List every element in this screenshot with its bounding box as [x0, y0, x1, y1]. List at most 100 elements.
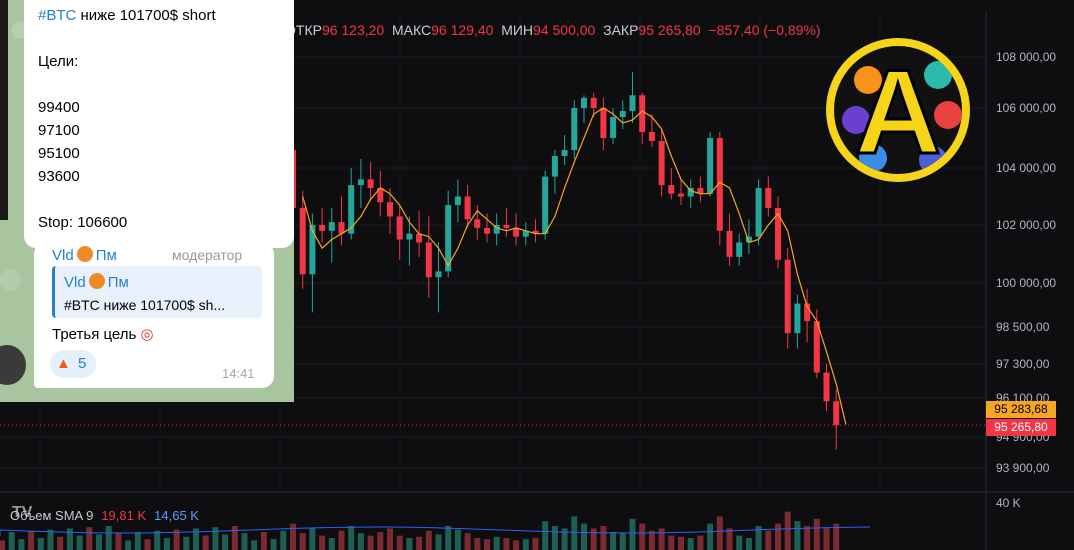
candle-body — [484, 227, 490, 234]
candle-body — [474, 219, 481, 228]
volume-bar — [328, 538, 335, 550]
volume-bar — [348, 526, 355, 550]
volume-bar — [173, 529, 180, 550]
candle-body — [348, 185, 355, 234]
candle-body — [454, 196, 461, 206]
price-tick-label: 102 000,00 — [996, 218, 1056, 232]
volume-bar — [513, 540, 520, 550]
volume-bar — [668, 535, 675, 550]
candle-body — [357, 179, 364, 186]
volume-bar — [590, 528, 597, 550]
coin-icon — [842, 106, 870, 134]
candle-body — [387, 202, 393, 217]
volume-bar — [319, 535, 326, 550]
candle-body — [648, 132, 655, 141]
close-value: 95 265,80 — [638, 22, 701, 38]
volume-bar — [697, 535, 704, 550]
volume-bar — [8, 532, 15, 550]
candle-body — [639, 95, 646, 132]
volume-value: 19,81 K — [101, 508, 147, 523]
candle-body — [542, 176, 549, 234]
volume-bar — [765, 530, 772, 550]
candle-body — [581, 97, 587, 108]
volume-bar — [484, 539, 490, 550]
candle-body — [775, 207, 781, 260]
volume-bar — [37, 538, 44, 550]
coin-icon — [934, 101, 962, 129]
target-1: 99400 — [38, 99, 80, 116]
volume-bar — [105, 526, 112, 550]
candle-body — [629, 95, 636, 111]
volume-bar — [387, 528, 393, 550]
volume-sma-line — [0, 526, 871, 536]
volume-bar — [144, 539, 151, 550]
volume-bar — [474, 538, 481, 550]
candle-body — [319, 225, 326, 231]
signal-line: #BTC ниже 101700$ short — [38, 7, 216, 24]
candle-body — [299, 207, 306, 275]
volume-bar — [610, 532, 617, 550]
volume-bar — [357, 533, 364, 550]
candle-body — [833, 401, 840, 426]
volume-bar — [299, 533, 306, 550]
volume-bar — [0, 540, 5, 550]
volume-bar — [813, 518, 820, 550]
candle-body — [367, 179, 374, 188]
price-tick-label: 93 900,00 — [996, 461, 1050, 475]
volume-bar — [290, 523, 296, 550]
volume-bar — [260, 532, 267, 550]
candle-body — [551, 156, 558, 177]
high-label: МАКС — [392, 22, 432, 38]
tradingview-logo: TV — [12, 504, 33, 521]
volume-bar — [794, 521, 801, 550]
volume-bars — [0, 511, 871, 550]
candles — [290, 72, 840, 450]
volume-bar — [28, 530, 35, 550]
candle-body — [823, 372, 830, 402]
target-icon: ◎ — [140, 326, 154, 343]
volume-axis-tick: 40 K — [996, 496, 1021, 510]
reaction-button[interactable]: ▲ 5 — [50, 350, 96, 378]
candle-body — [338, 222, 345, 234]
candle-body — [377, 187, 384, 203]
volume-bar — [270, 539, 277, 550]
open-value: 96 123,20 — [321, 22, 385, 38]
volume-bar — [115, 533, 122, 550]
reaction-count: 5 — [78, 355, 87, 372]
price-tick-label: 108 000,00 — [996, 50, 1056, 64]
author-name[interactable]: Vld Пм — [52, 246, 117, 264]
candle-body — [794, 303, 801, 334]
candle-body — [736, 242, 743, 257]
reply-quote[interactable] — [52, 266, 262, 318]
candle-body — [493, 225, 500, 234]
volume-bar — [163, 538, 170, 550]
orange-circle-icon — [76, 246, 93, 262]
price-tick-label: 97 300,00 — [996, 357, 1050, 371]
volume-bar — [823, 528, 830, 550]
volume-bar — [193, 528, 199, 550]
open-label: ОТКР — [285, 22, 322, 38]
volume-bar — [309, 528, 316, 550]
candle-body — [532, 230, 539, 234]
volume-bar — [707, 523, 714, 550]
volume-bar — [804, 526, 811, 550]
volume-bar — [454, 529, 461, 550]
reply-author-text: Vld — [64, 274, 86, 291]
candle-body — [610, 117, 617, 138]
candle-body — [813, 321, 820, 373]
candle-body — [513, 227, 520, 237]
volume-bar — [212, 527, 219, 550]
volume-bar — [241, 533, 248, 550]
btc-hashtag[interactable]: #BTC — [38, 7, 77, 24]
volume-sma-value: 14,65 K — [154, 508, 199, 523]
volume-bar — [561, 528, 568, 550]
volume-bar — [251, 540, 258, 550]
volume-bar — [396, 535, 403, 550]
volume-bar — [678, 536, 684, 550]
volume-legend[interactable]: Объем SMA 9 19,81 K 14,65 K — [10, 508, 199, 523]
volume-bar — [47, 529, 54, 550]
candle-body — [697, 187, 704, 194]
volume-bar — [231, 526, 238, 550]
volume-bar — [222, 534, 229, 550]
dark-strip — [0, 0, 8, 220]
